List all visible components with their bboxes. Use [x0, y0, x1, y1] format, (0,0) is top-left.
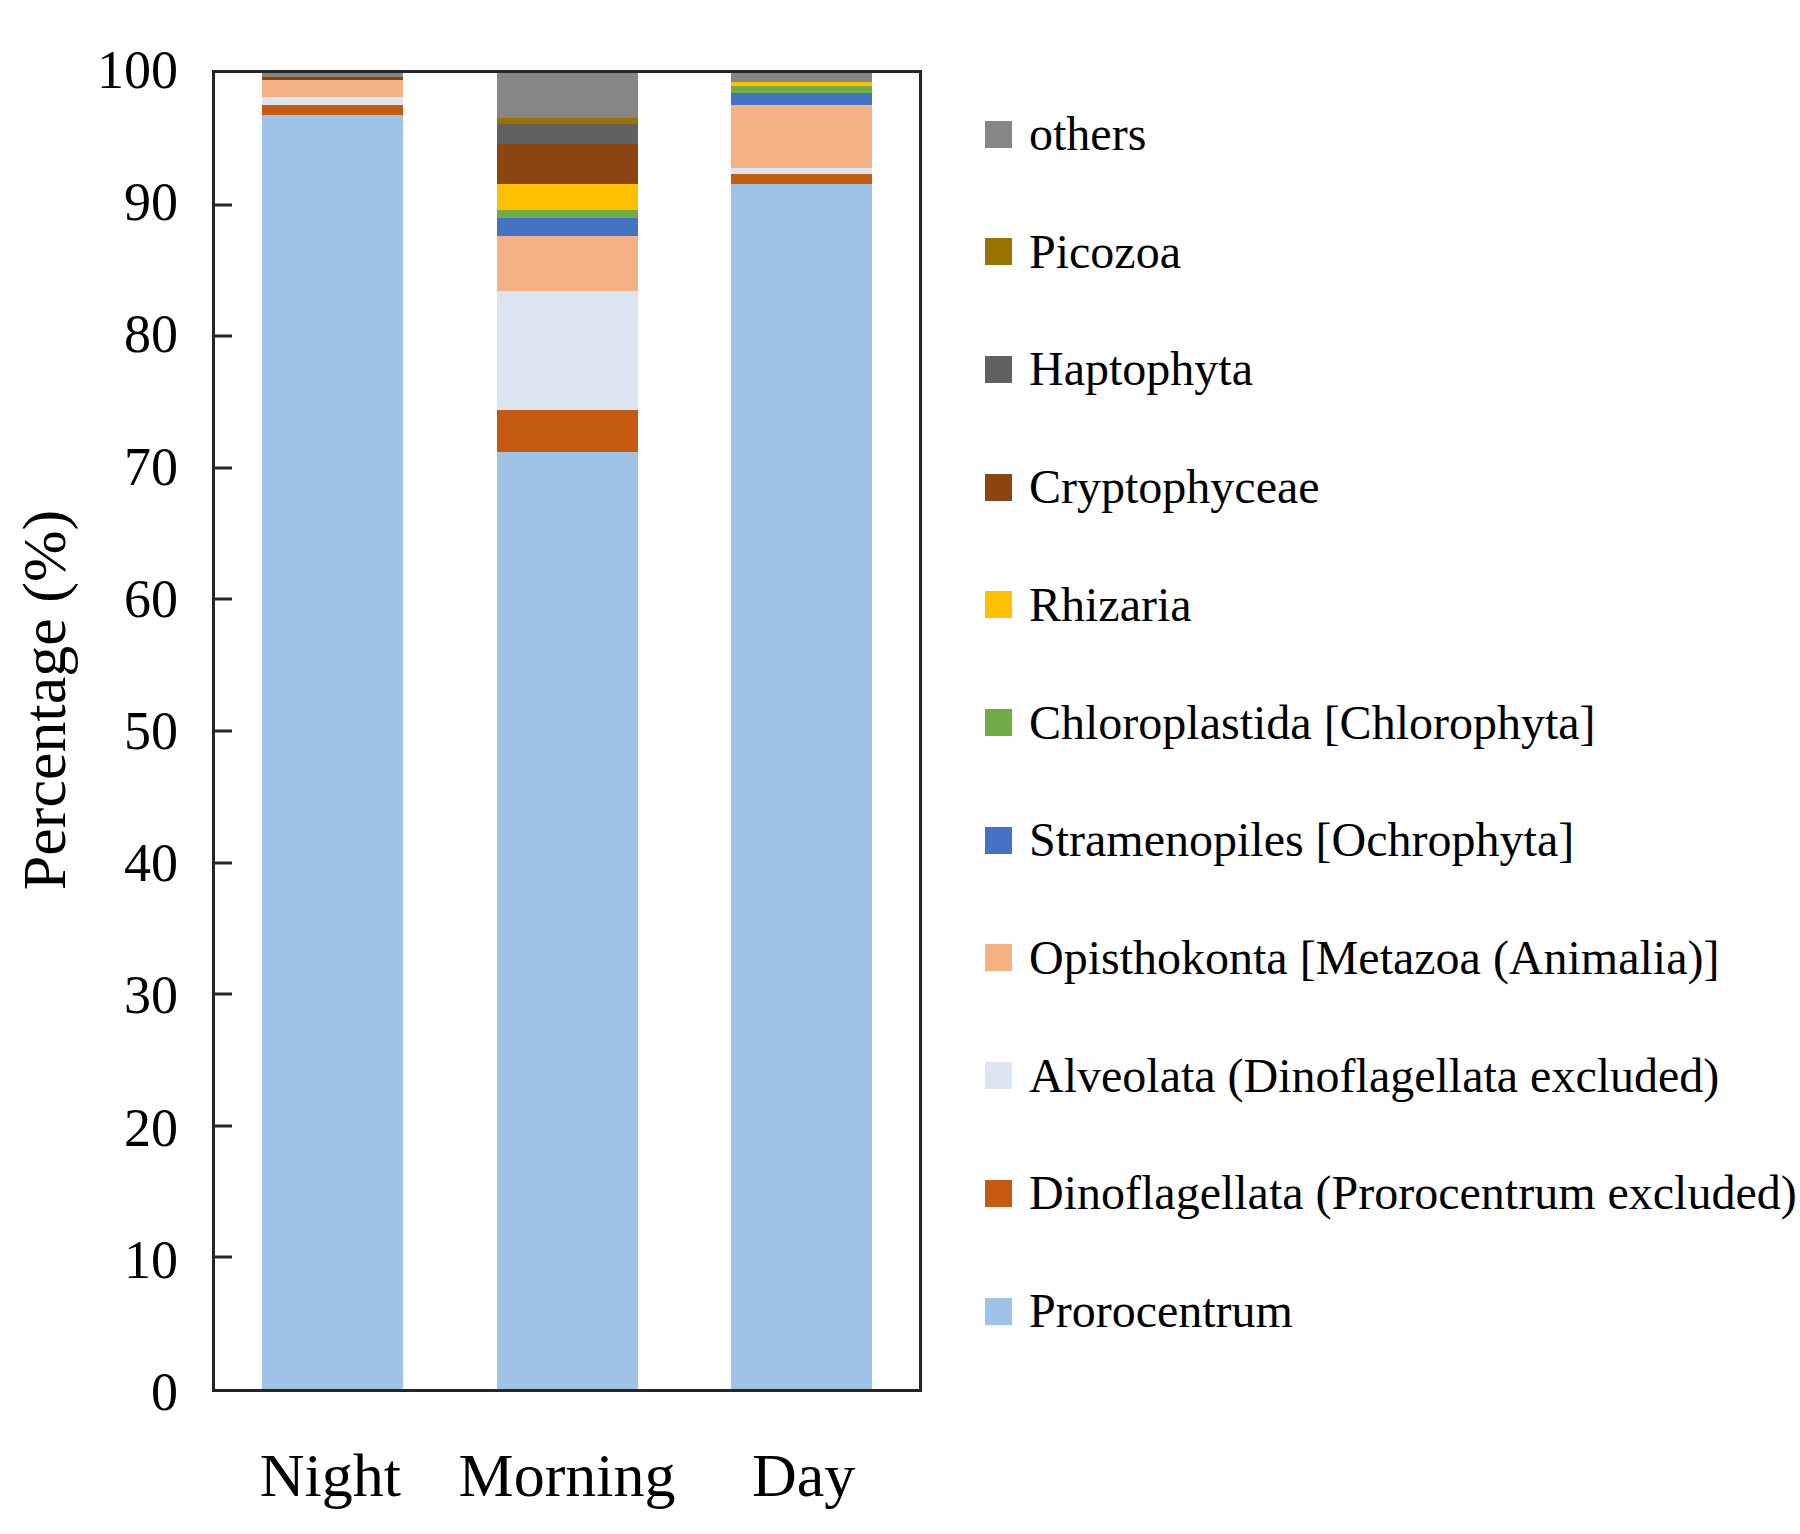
- y-tick-label-60: 60: [0, 566, 178, 632]
- y-tick-mark-40: [215, 861, 232, 864]
- legend-swatch-picozoa: [985, 238, 1012, 265]
- bar-group-night: [215, 73, 450, 1389]
- bar-segment-day-dinoflagellata-prorocentrum-excluded: [731, 174, 872, 184]
- x-axis-label-day: Day: [685, 1430, 922, 1520]
- legend-label-alveolata-dinoflagellata-excluded: Alveolata (Dinoflagellata excluded): [1029, 1046, 1719, 1106]
- bar-segment-morning-picozoa: [497, 118, 638, 125]
- bar-segment-day-stramenopiles-ochrophyta: [731, 93, 872, 104]
- bar-segment-morning-chloroplastida-chlorophyta: [497, 210, 638, 218]
- y-tick-mark-30: [215, 993, 232, 996]
- bar-group-morning: [450, 73, 685, 1389]
- bar-segment-morning-opisthokonta-metazoa-animalia: [497, 236, 638, 291]
- legend-label-cryptophyceae: Cryptophyceae: [1029, 457, 1320, 517]
- bar-segment-morning-prorocentrum: [497, 452, 638, 1389]
- bar-morning: [497, 73, 638, 1389]
- bar-segment-day-prorocentrum: [731, 184, 872, 1389]
- legend-swatch-haptophyta: [985, 356, 1012, 383]
- y-tick-label-100: 100: [0, 37, 178, 103]
- legend-swatch-prorocentrum: [985, 1298, 1012, 1325]
- bar-segment-morning-haptophyta: [497, 124, 638, 144]
- y-tick-label-90: 90: [0, 169, 178, 235]
- bar-segment-morning-cryptophyceae: [497, 144, 638, 183]
- y-tick-label-10: 10: [0, 1227, 178, 1293]
- legend-swatch-alveolata-dinoflagellata-excluded: [985, 1062, 1012, 1089]
- y-tick-label-70: 70: [0, 434, 178, 500]
- bar-segment-night-dinoflagellata-prorocentrum-excluded: [262, 105, 403, 116]
- legend-label-dinoflagellata-prorocentrum-excluded: Dinoflagellata (Prorocentrum excluded): [1029, 1163, 1797, 1223]
- bar-segment-morning-rhizaria: [497, 184, 638, 210]
- legend: others Picozoa Haptophyta Cryptophyceae Rhiz…: [985, 0, 1800, 1534]
- y-tick-label-20: 20: [0, 1095, 178, 1161]
- bar-day: [731, 73, 872, 1389]
- legend-swatch-others: [985, 121, 1012, 148]
- x-axis-label-night: Night: [212, 1430, 449, 1520]
- legend-swatch-rhizaria: [985, 591, 1012, 618]
- x-axis-labels: NightMorningDay: [212, 1430, 922, 1520]
- legend-swatch-dinoflagellata-prorocentrum-excluded: [985, 1180, 1012, 1207]
- bar-segment-morning-stramenopiles-ochrophyta: [497, 218, 638, 236]
- legend-item-others: others: [985, 104, 1146, 164]
- bar-group-day: [684, 73, 919, 1389]
- legend-item-alveolata-dinoflagellata-excluded: Alveolata (Dinoflagellata excluded): [985, 1046, 1719, 1106]
- bar-segment-day-chloroplastida-chlorophyta: [731, 86, 872, 94]
- legend-label-opisthokonta-metazoa-animalia: Opisthokonta [Metazoa (Animalia)]: [1029, 928, 1719, 988]
- bar-segment-night-opisthokonta-metazoa-animalia: [262, 80, 403, 97]
- y-tick-label-30: 30: [0, 962, 178, 1028]
- bar-segment-morning-others: [497, 73, 638, 118]
- bar-night: [262, 73, 403, 1389]
- legend-swatch-cryptophyceae: [985, 474, 1012, 501]
- legend-label-chloroplastida-chlorophyta: Chloroplastida [Chlorophyta]: [1029, 693, 1596, 753]
- y-tick-mark-10: [215, 1256, 232, 1259]
- y-tick-mark-90: [215, 203, 232, 206]
- y-tick-mark-50: [215, 730, 232, 733]
- bars-container: [215, 73, 919, 1389]
- y-tick-mark-70: [215, 466, 232, 469]
- y-tick-mark-60: [215, 598, 232, 601]
- legend-item-rhizaria: Rhizaria: [985, 575, 1192, 635]
- bar-segment-day-opisthokonta-metazoa-animalia: [731, 105, 872, 168]
- legend-item-dinoflagellata-prorocentrum-excluded: Dinoflagellata (Prorocentrum excluded): [985, 1163, 1797, 1223]
- plot-area: [212, 70, 922, 1392]
- y-axis-tick-labels: 0102030405060708090100: [0, 70, 178, 1392]
- bar-segment-night-alveolata-dinoflagellata-excluded: [262, 97, 403, 105]
- y-tick-mark-80: [215, 335, 232, 338]
- stacked-bar-chart-figure: Percentage (%) 0102030405060708090100 Ni…: [0, 0, 1800, 1534]
- y-tick-label-0: 0: [0, 1359, 178, 1425]
- legend-item-stramenopiles-ochrophyta: Stramenopiles [Ochrophyta]: [985, 810, 1574, 870]
- y-tick-mark-20: [215, 1124, 232, 1127]
- legend-swatch-stramenopiles-ochrophyta: [985, 827, 1012, 854]
- x-axis-label-morning: Morning: [449, 1430, 686, 1520]
- bar-segment-day-others: [731, 73, 872, 82]
- legend-swatch-opisthokonta-metazoa-animalia: [985, 944, 1012, 971]
- legend-label-others: others: [1029, 104, 1146, 164]
- y-tick-label-80: 80: [0, 301, 178, 367]
- legend-item-prorocentrum: Prorocentrum: [985, 1281, 1293, 1341]
- y-tick-label-40: 40: [0, 830, 178, 896]
- legend-swatch-chloroplastida-chlorophyta: [985, 709, 1012, 736]
- legend-label-haptophyta: Haptophyta: [1029, 339, 1253, 399]
- legend-item-cryptophyceae: Cryptophyceae: [985, 457, 1320, 517]
- legend-item-picozoa: Picozoa: [985, 222, 1181, 282]
- legend-label-picozoa: Picozoa: [1029, 222, 1181, 282]
- bar-segment-night-prorocentrum: [262, 115, 403, 1389]
- bar-segment-morning-dinoflagellata-prorocentrum-excluded: [497, 410, 638, 452]
- legend-item-chloroplastida-chlorophyta: Chloroplastida [Chlorophyta]: [985, 693, 1596, 753]
- legend-item-haptophyta: Haptophyta: [985, 339, 1253, 399]
- y-tick-label-50: 50: [0, 698, 178, 764]
- legend-item-opisthokonta-metazoa-animalia: Opisthokonta [Metazoa (Animalia)]: [985, 928, 1719, 988]
- legend-label-prorocentrum: Prorocentrum: [1029, 1281, 1293, 1341]
- legend-label-stramenopiles-ochrophyta: Stramenopiles [Ochrophyta]: [1029, 810, 1574, 870]
- bar-segment-morning-alveolata-dinoflagellata-excluded: [497, 291, 638, 409]
- legend-label-rhizaria: Rhizaria: [1029, 575, 1192, 635]
